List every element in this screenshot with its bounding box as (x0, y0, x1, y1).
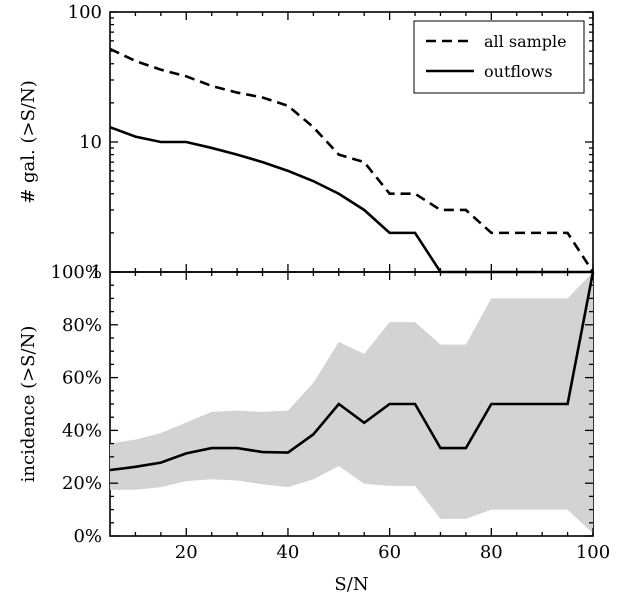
axis-ticks (110, 11, 594, 537)
top-y-tick-label: 100 (68, 2, 102, 23)
bottom-y-tick-label: 100% (51, 262, 102, 283)
incidence-confidence-band (110, 272, 593, 534)
legend-label-all-sample: all sample (484, 32, 567, 51)
confidence-band-area (110, 272, 593, 534)
top-series-group (109, 47, 595, 274)
bottom-y-tick-label: 20% (62, 473, 102, 494)
bottom-y-axis-title: incidence (>S/N) (18, 326, 39, 483)
incidence-line (109, 271, 595, 472)
series-line-outflows (109, 125, 593, 274)
bottom-y-tick-label: 80% (62, 315, 102, 336)
top-y-tick-label: 1 (91, 262, 102, 283)
legend-box (413, 20, 585, 94)
top-y-tick-label: 10 (79, 132, 102, 153)
legend-label-outflows: outflows (484, 62, 553, 81)
series-line-all-sample (109, 47, 595, 273)
bottom-y-tick-label: 0% (73, 526, 102, 547)
x-axis-title: S/N (334, 574, 368, 595)
x-tick-label: 100 (576, 542, 610, 563)
bottom-y-tick-label: 60% (62, 368, 102, 389)
x-tick-label: 20 (175, 542, 198, 563)
incidence-series-line (109, 271, 595, 472)
axis-tick-labels: 20 40 60 80 100 1 10 100 0% 20% 40% 60% 80% 100% (51, 2, 611, 563)
bottom-y-tick-label: 40% (62, 420, 102, 441)
x-tick-label: 40 (276, 542, 299, 563)
x-tick-label: 60 (378, 542, 401, 563)
top-y-axis-title: # gal. (>S/N) (18, 80, 39, 204)
legend: all sample outflows (413, 20, 585, 94)
x-tick-label: 80 (480, 542, 503, 563)
